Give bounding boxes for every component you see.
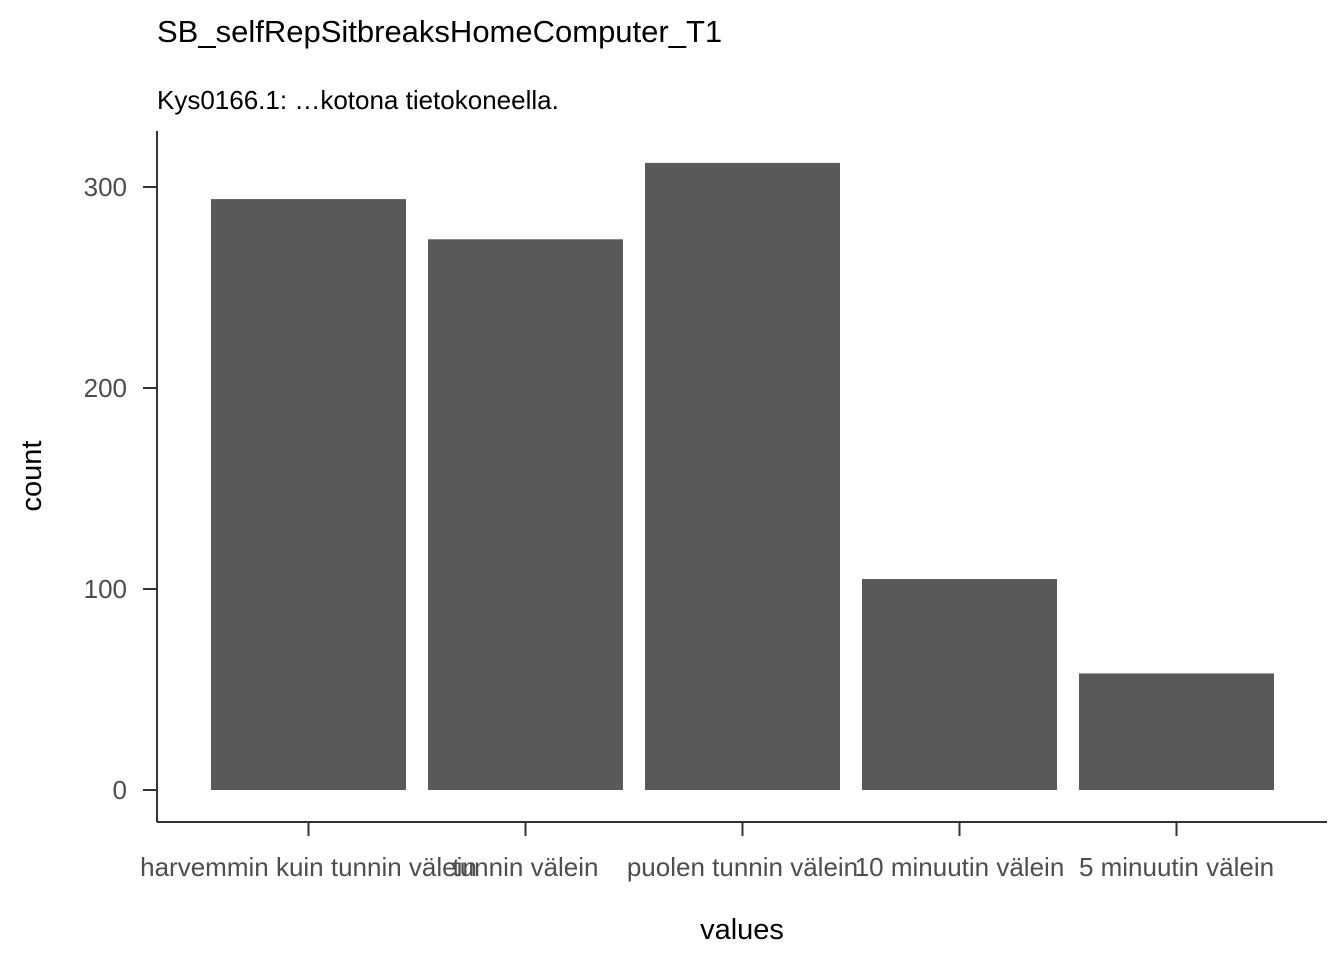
y-tick-label-2: 200: [84, 373, 127, 403]
y-tick-label-3: 300: [84, 172, 127, 202]
bar-3: [645, 162, 840, 790]
x-tick-label-4: 5 minuutin välein: [1079, 852, 1274, 882]
x-tick-label-0: harvemmin kuin tunnin välein: [140, 852, 477, 882]
bar-4: [862, 579, 1057, 790]
y-tick-label-1: 100: [84, 574, 127, 604]
bar-1: [211, 199, 406, 791]
y-tick-label-0: 0: [113, 775, 127, 805]
x-tick-label-1: tunnin välein: [453, 852, 599, 882]
chart-subtitle: Kys0166.1: …kotona tietokoneella.: [157, 85, 559, 115]
bar-2: [428, 239, 623, 791]
x-axis-label: values: [700, 914, 784, 946]
y-axis: 0 100 200 300: [84, 131, 158, 822]
bar-5: [1079, 673, 1274, 790]
bars-group: [211, 162, 1274, 791]
x-tick-label-2: puolen tunnin välein: [627, 852, 858, 882]
x-tick-label-3: 10 minuutin välein: [855, 852, 1065, 882]
y-axis-label: count: [16, 441, 48, 512]
chart-title: SB_selfRepSitbreaksHomeComputer_T1: [157, 14, 722, 49]
